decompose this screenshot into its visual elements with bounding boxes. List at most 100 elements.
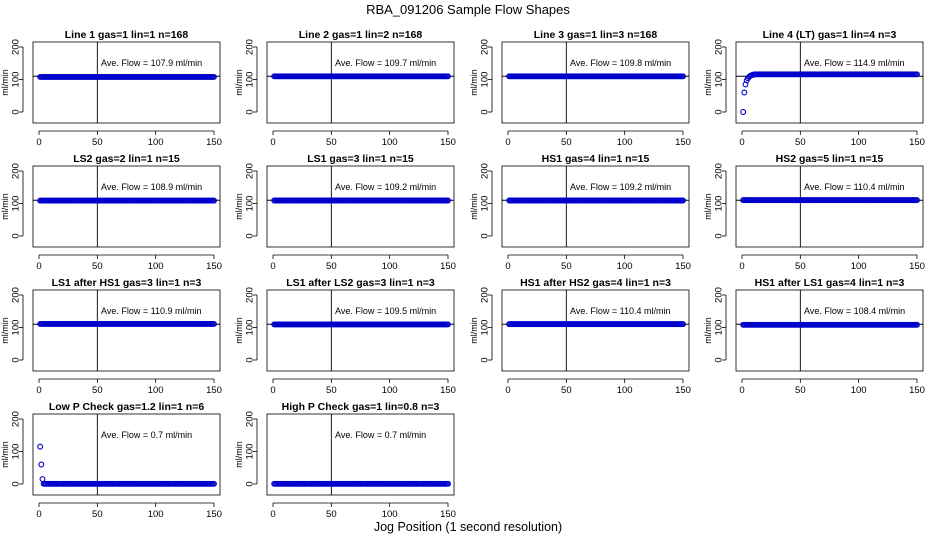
y-tick-label: 200 [245,287,256,303]
x-tick-label: 100 [382,137,398,148]
x-tick-label: 0 [270,261,275,272]
y-tick-label: 200 [11,39,22,55]
average-flow-annotation: Ave. Flow = 109.7 ml/min [335,58,436,68]
y-tick-label: 200 [480,39,491,55]
x-tick-label: 0 [739,137,744,148]
x-tick-label: 50 [561,137,572,148]
x-tick-label: 100 [851,137,867,148]
x-tick-label: 50 [561,261,572,272]
y-tick-label: 100 [11,320,22,336]
y-tick-label: 200 [11,163,22,179]
x-tick-label: 0 [739,261,744,272]
panel-title: Line 2 gas=1 lin=2 n=168 [299,29,423,41]
y-axis-label: ml/min [0,69,10,96]
data-point [445,73,451,80]
data-point [445,197,451,204]
average-flow-annotation: Ave. Flow = 0.7 ml/min [335,430,426,440]
y-tick-label: 0 [245,109,256,114]
y-tick-label: 200 [714,287,725,303]
x-tick-label: 100 [617,261,633,272]
panel-title: LS2 gas=2 lin=1 n=15 [73,153,180,165]
plot-frame [266,413,455,496]
plot-frame [32,41,221,124]
x-tick-label: 50 [92,509,103,520]
x-tick-label: 100 [148,137,164,148]
y-axis-label: ml/min [0,193,10,220]
x-tick-label: 100 [148,261,164,272]
average-flow-annotation: Ave. Flow = 108.4 ml/min [804,306,905,316]
plot-frame [735,165,924,248]
average-flow-annotation: Ave. Flow = 108.9 ml/min [101,182,202,192]
y-tick-label: 100 [245,320,256,336]
average-flow-annotation: Ave. Flow = 0.7 ml/min [101,430,192,440]
plot-frame [266,41,455,124]
y-tick-label: 0 [11,481,22,486]
x-tick-label: 150 [440,261,456,272]
y-axis-label: ml/min [0,317,10,344]
y-axis-label: ml/min [234,317,244,344]
y-tick-label: 100 [480,72,491,88]
average-flow-annotation: Ave. Flow = 109.5 ml/min [335,306,436,316]
x-tick-label: 100 [382,385,398,396]
average-flow-annotation: Ave. Flow = 114.9 ml/min [804,58,904,68]
y-tick-label: 100 [245,72,256,88]
panel-12: HS1 after LS1 gas=4 lin=1 n=3 0 100 200 ml/m… [703,277,925,396]
x-tick-label: 50 [795,137,806,148]
y-axis-label: ml/min [469,69,479,96]
panel-title: LS1 after LS2 gas=3 lin=1 n=3 [286,277,435,289]
x-tick-label: 100 [148,509,164,520]
average-flow-annotation: Ave. Flow = 109.2 ml/min [570,182,671,192]
x-tick-label: 150 [675,385,691,396]
data-point [211,73,217,80]
average-flow-annotation: Ave. Flow = 107.9 ml/min [101,58,202,68]
y-axis-label: ml/min [703,69,713,96]
y-tick-label: 0 [245,233,256,238]
panel-title: LS1 gas=3 lin=1 n=15 [307,153,414,165]
y-tick-label: 100 [714,196,725,212]
x-tick-label: 150 [909,385,925,396]
plot-frame [32,289,221,372]
x-tick-label: 150 [909,137,925,148]
x-tick-label: 100 [382,261,398,272]
x-tick-label: 100 [382,509,398,520]
y-tick-label: 100 [245,196,256,212]
panel-8: HS2 gas=5 lin=1 n=15 0 100 200 ml/min 0 50 100 1… [703,153,925,272]
data-point [680,73,686,80]
x-tick-label: 50 [326,137,337,148]
x-tick-label: 50 [326,261,337,272]
x-tick-label: 0 [270,137,275,148]
x-tick-label: 150 [206,509,222,520]
y-tick-label: 0 [245,481,256,486]
y-tick-label: 0 [714,233,725,238]
data-point [211,197,217,204]
plot-frame [501,41,690,124]
y-tick-label: 0 [11,357,22,362]
y-tick-label: 0 [480,357,491,362]
y-tick-label: 100 [11,72,22,88]
panel-5: LS2 gas=2 lin=1 n=15 0 100 200 ml/min 0 50 100 1… [0,153,222,272]
panel-14: High P Check gas=1 lin=0.8 n=3 0 100 200 ml/… [234,401,456,520]
y-tick-label: 100 [480,196,491,212]
y-axis-label: ml/min [234,69,244,96]
panel-title: HS2 gas=5 lin=1 n=15 [776,153,884,165]
panel-13: Low P Check gas=1.2 lin=1 n=6 0 100 200 ml/m… [0,401,222,520]
x-tick-label: 50 [561,385,572,396]
average-flow-annotation: Ave. Flow = 110.9 ml/min [101,306,201,316]
x-tick-label: 150 [206,137,222,148]
x-tick-label: 150 [675,137,691,148]
panel-title: Line 1 gas=1 lin=1 n=168 [65,29,189,41]
data-point [741,89,748,96]
panel-7: HS1 gas=4 lin=1 n=15 0 100 200 ml/min 0 50 100 1… [469,153,691,272]
y-tick-label: 0 [480,109,491,114]
y-tick-label: 200 [480,287,491,303]
x-tick-label: 50 [92,261,103,272]
x-tick-label: 0 [270,385,275,396]
y-tick-label: 100 [714,320,725,336]
panel-title: HS1 after LS1 gas=4 lin=1 n=3 [755,277,905,289]
y-tick-label: 0 [480,233,491,238]
data-point [445,480,451,487]
x-tick-label: 100 [148,385,164,396]
x-tick-label: 0 [505,385,510,396]
data-point [680,321,686,328]
